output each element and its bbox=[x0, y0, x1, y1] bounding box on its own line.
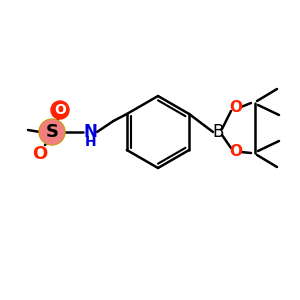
Text: H: H bbox=[85, 135, 97, 149]
Circle shape bbox=[40, 120, 64, 144]
Text: O: O bbox=[32, 145, 48, 163]
Circle shape bbox=[51, 101, 69, 119]
Text: O: O bbox=[230, 100, 242, 115]
Text: O: O bbox=[54, 103, 66, 117]
Text: N: N bbox=[83, 123, 97, 141]
Text: O: O bbox=[230, 145, 242, 160]
Circle shape bbox=[39, 119, 65, 145]
Text: S: S bbox=[46, 123, 59, 141]
Text: B: B bbox=[212, 123, 224, 141]
